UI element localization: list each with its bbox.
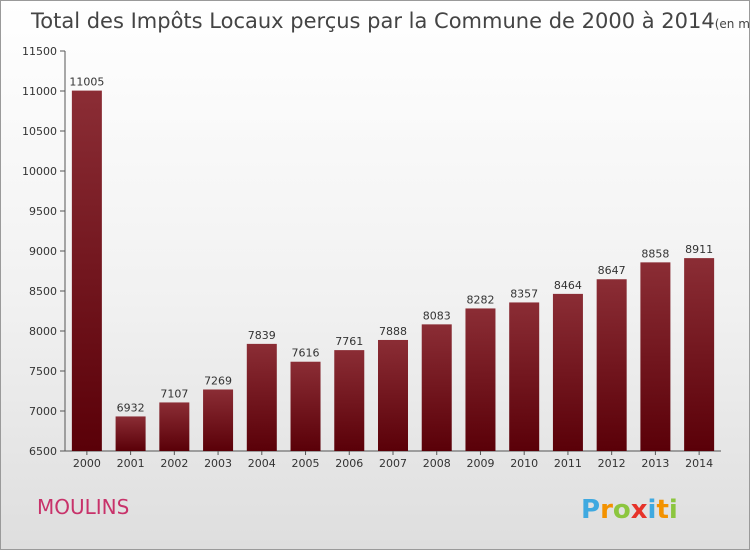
bar [290, 361, 321, 451]
x-tick-label: 2009 [466, 457, 494, 470]
chart-title-unit: (en milliers d'€) [715, 17, 750, 31]
logo-letter: r [600, 495, 613, 525]
x-tick-label: 2014 [685, 457, 713, 470]
chart-title-main: Total des Impôts Locaux perçus par la Co… [30, 9, 715, 33]
bar-value-label: 8464 [554, 279, 582, 292]
x-tick-label: 2004 [248, 457, 276, 470]
y-tick-label: 8500 [29, 285, 57, 298]
proxiti-logo: Proxiti [581, 495, 678, 525]
y-tick-label: 10500 [22, 125, 57, 138]
x-tick-label: 2000 [73, 457, 101, 470]
logo-letter: o [613, 495, 631, 525]
bar [421, 324, 452, 451]
bar [509, 302, 540, 451]
x-tick-label: 2006 [335, 457, 363, 470]
x-tick-label: 2001 [117, 457, 145, 470]
bar [378, 339, 408, 451]
bar [684, 258, 715, 451]
place-name: MOULINS [37, 495, 129, 519]
x-tick-label: 2003 [204, 457, 232, 470]
bar-value-label: 8858 [641, 247, 669, 260]
bar [552, 293, 583, 451]
bar-value-label: 7107 [160, 387, 188, 400]
x-tick-label: 2012 [598, 457, 626, 470]
logo-letter: P [581, 495, 600, 525]
y-tick-label: 7000 [29, 405, 57, 418]
bar-value-label: 7888 [379, 325, 407, 338]
x-tick-label: 2002 [160, 457, 188, 470]
y-tick-label: 7500 [29, 365, 57, 378]
bar-value-label: 7839 [248, 329, 276, 342]
x-tick-label: 2013 [641, 457, 669, 470]
bar [640, 262, 671, 451]
bar [465, 308, 496, 451]
bar-value-label: 8357 [510, 287, 538, 300]
x-tick-label: 2008 [423, 457, 451, 470]
x-tick-label: 2007 [379, 457, 407, 470]
logo-letter: i [648, 495, 657, 525]
bar [159, 402, 190, 451]
chart-title: Total des Impôts Locaux perçus par la Co… [30, 9, 750, 33]
bar [203, 389, 234, 451]
logo-letter: t [656, 495, 668, 525]
x-tick-label: 2011 [554, 457, 582, 470]
y-tick-label: 10000 [22, 165, 57, 178]
bar-value-label: 7616 [292, 347, 320, 360]
y-tick-label: 9500 [29, 205, 57, 218]
logo-letter: i [669, 495, 678, 525]
y-tick-label: 11000 [22, 85, 57, 98]
bar-value-label: 7269 [204, 374, 232, 387]
bar [115, 416, 146, 451]
x-tick-label: 2010 [510, 457, 538, 470]
y-tick-label: 6500 [29, 445, 57, 458]
bar-value-label: 8083 [423, 309, 451, 322]
bar [334, 350, 365, 451]
axes: 6500 7000 7500 8000 8500 9000 9500 10000 10500 11… [22, 45, 721, 470]
bar [246, 343, 277, 451]
bar-value-label: 8647 [598, 264, 626, 277]
x-tick-label: 2005 [292, 457, 320, 470]
bar-value-label: 11005 [69, 76, 104, 89]
logo-letter: x [631, 495, 648, 525]
bar-value-label: 8282 [466, 293, 494, 306]
bar [71, 90, 102, 451]
bar-value-label: 6932 [117, 401, 145, 414]
y-tick-label: 8000 [29, 325, 57, 338]
y-tick-label: 11500 [22, 45, 57, 58]
bar [596, 279, 627, 451]
y-tick-label: 9000 [29, 245, 57, 258]
bars: 11005 6932 7107 7269 7839 7616 7761 7888 8083 828… [69, 76, 715, 451]
bar-value-label: 7761 [335, 335, 363, 348]
bar-value-label: 8911 [685, 243, 713, 256]
